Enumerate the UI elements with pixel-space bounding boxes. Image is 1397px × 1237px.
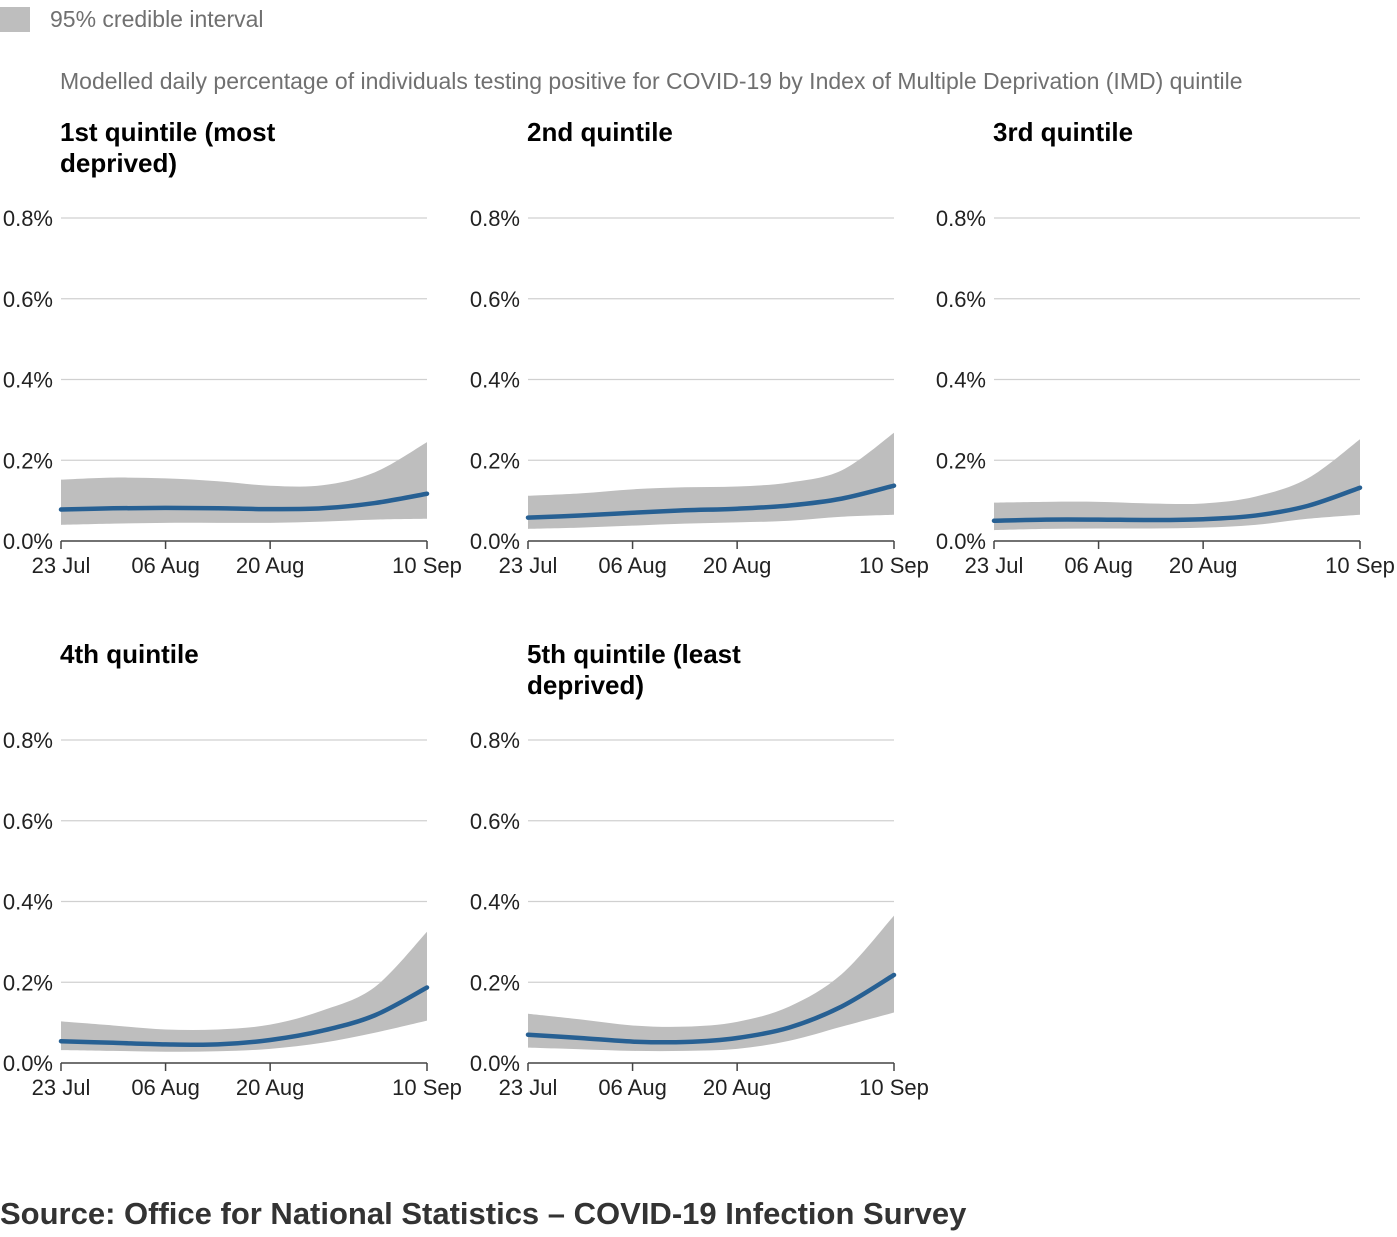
panel-plot: 0.0% 0.2% 0.4% 0.6% 0.8% 23 Jul 06 Aug 20 Aug 10… [470, 206, 929, 578]
x-tick-label: 20 Aug [1169, 553, 1238, 578]
y-tick-label: 0.0% [470, 529, 520, 554]
y-tick-label: 0.8% [470, 206, 520, 231]
panel-plot: 0.0% 0.2% 0.4% 0.6% 0.8% 23 Jul 06 Aug 20 Aug 10… [3, 206, 462, 578]
panel-title: 1st quintile (most deprived) [60, 117, 276, 178]
panel-quintile-1: 1st quintile (most deprived) 0.0% 0.2% 0.4… [0, 117, 462, 617]
estimate-line [525, 972, 897, 1045]
panel-plot: 0.0% 0.2% 0.4% 0.6% 0.8% 23 Jul 06 Aug 20 Aug 10… [3, 728, 462, 1100]
credible-interval-band [528, 915, 894, 1052]
x-tick-label: 23 Jul [32, 553, 91, 578]
estimate-line [58, 491, 430, 512]
legend-label: 95% credible interval [50, 5, 264, 32]
x-tick-label: 20 Aug [703, 1075, 772, 1100]
y-tick-label: 0.4% [3, 890, 53, 915]
x-tick-label: 20 Aug [236, 553, 305, 578]
credible-interval-band [61, 442, 427, 525]
y-tick-label: 0.6% [470, 287, 520, 312]
y-tick-label: 0.2% [470, 448, 520, 473]
y-tick-label: 0.4% [470, 368, 520, 393]
y-tick-label: 0.4% [936, 368, 986, 393]
x-tick-label: 06 Aug [131, 1075, 200, 1100]
panel-plot: 0.0% 0.2% 0.4% 0.6% 0.8% 23 Jul 06 Aug 20 Aug 10… [470, 728, 929, 1100]
y-tick-label: 0.6% [3, 809, 53, 834]
y-tick-label: 0.8% [936, 206, 986, 231]
legend-swatch-credible-interval [0, 6, 30, 32]
panel-title: 3rd quintile [993, 117, 1134, 147]
y-tick-label: 0.0% [3, 1051, 53, 1076]
y-tick-label: 0.8% [3, 728, 53, 753]
estimate-line [991, 485, 1363, 524]
panel-quintile-2: 2nd quintile 0.0% 0.2% 0.4% 0.6% 0.8% 23 Jul 0… [467, 117, 929, 617]
x-tick-label: 10 Sep [392, 553, 462, 578]
estimate-line [525, 483, 897, 520]
x-tick-label: 06 Aug [598, 553, 667, 578]
y-tick-label: 0.2% [470, 970, 520, 995]
x-tick-label: 10 Sep [1325, 553, 1395, 578]
x-tick-label: 10 Sep [392, 1075, 462, 1100]
x-tick-label: 23 Jul [32, 1075, 91, 1100]
y-tick-label: 0.8% [3, 206, 53, 231]
y-tick-label: 0.0% [470, 1051, 520, 1076]
x-tick-label: 06 Aug [131, 553, 200, 578]
x-tick-label: 23 Jul [499, 553, 558, 578]
panel-title: 5th quintile (least deprived) [527, 639, 741, 700]
panel-quintile-4: 4th quintile 0.0% 0.2% 0.4% 0.6% 0.8% 23 Jul 0… [0, 639, 462, 1139]
y-tick-label: 0.8% [470, 728, 520, 753]
y-tick-label: 0.0% [936, 529, 986, 554]
x-tick-label: 10 Sep [859, 553, 929, 578]
credible-interval-band [994, 439, 1360, 531]
legend: 95% credible interval [0, 4, 264, 34]
y-tick-label: 0.6% [936, 287, 986, 312]
x-tick-label: 06 Aug [598, 1075, 667, 1100]
panel-title: 2nd quintile [527, 117, 673, 147]
panel-title: 4th quintile [60, 639, 199, 669]
x-tick-label: 06 Aug [1064, 553, 1133, 578]
panel-quintile-5: 5th quintile (least deprived) 0.0% 0.2% 0.… [467, 639, 929, 1139]
x-tick-label: 23 Jul [499, 1075, 558, 1100]
y-tick-label: 0.2% [3, 970, 53, 995]
y-tick-label: 0.4% [470, 890, 520, 915]
y-tick-label: 0.4% [3, 368, 53, 393]
source-note: Source: Office for National Statistics –… [0, 1196, 967, 1231]
y-tick-label: 0.0% [3, 529, 53, 554]
x-tick-label: 10 Sep [859, 1075, 929, 1100]
y-tick-label: 0.2% [3, 448, 53, 473]
chart-subtitle: Modelled daily percentage of individuals… [60, 68, 1243, 94]
x-tick-label: 20 Aug [703, 553, 772, 578]
credible-interval-band [61, 931, 427, 1052]
panel-quintile-3: 3rd quintile 0.0% 0.2% 0.4% 0.6% 0.8% 23 Jul 0… [933, 117, 1395, 617]
y-tick-label: 0.2% [936, 448, 986, 473]
estimate-line [58, 985, 430, 1048]
x-tick-label: 20 Aug [236, 1075, 305, 1100]
y-tick-label: 0.6% [470, 809, 520, 834]
x-tick-label: 23 Jul [965, 553, 1024, 578]
panel-plot: 0.0% 0.2% 0.4% 0.6% 0.8% 23 Jul 06 Aug 20 Aug 10… [936, 206, 1395, 578]
y-tick-label: 0.6% [3, 287, 53, 312]
